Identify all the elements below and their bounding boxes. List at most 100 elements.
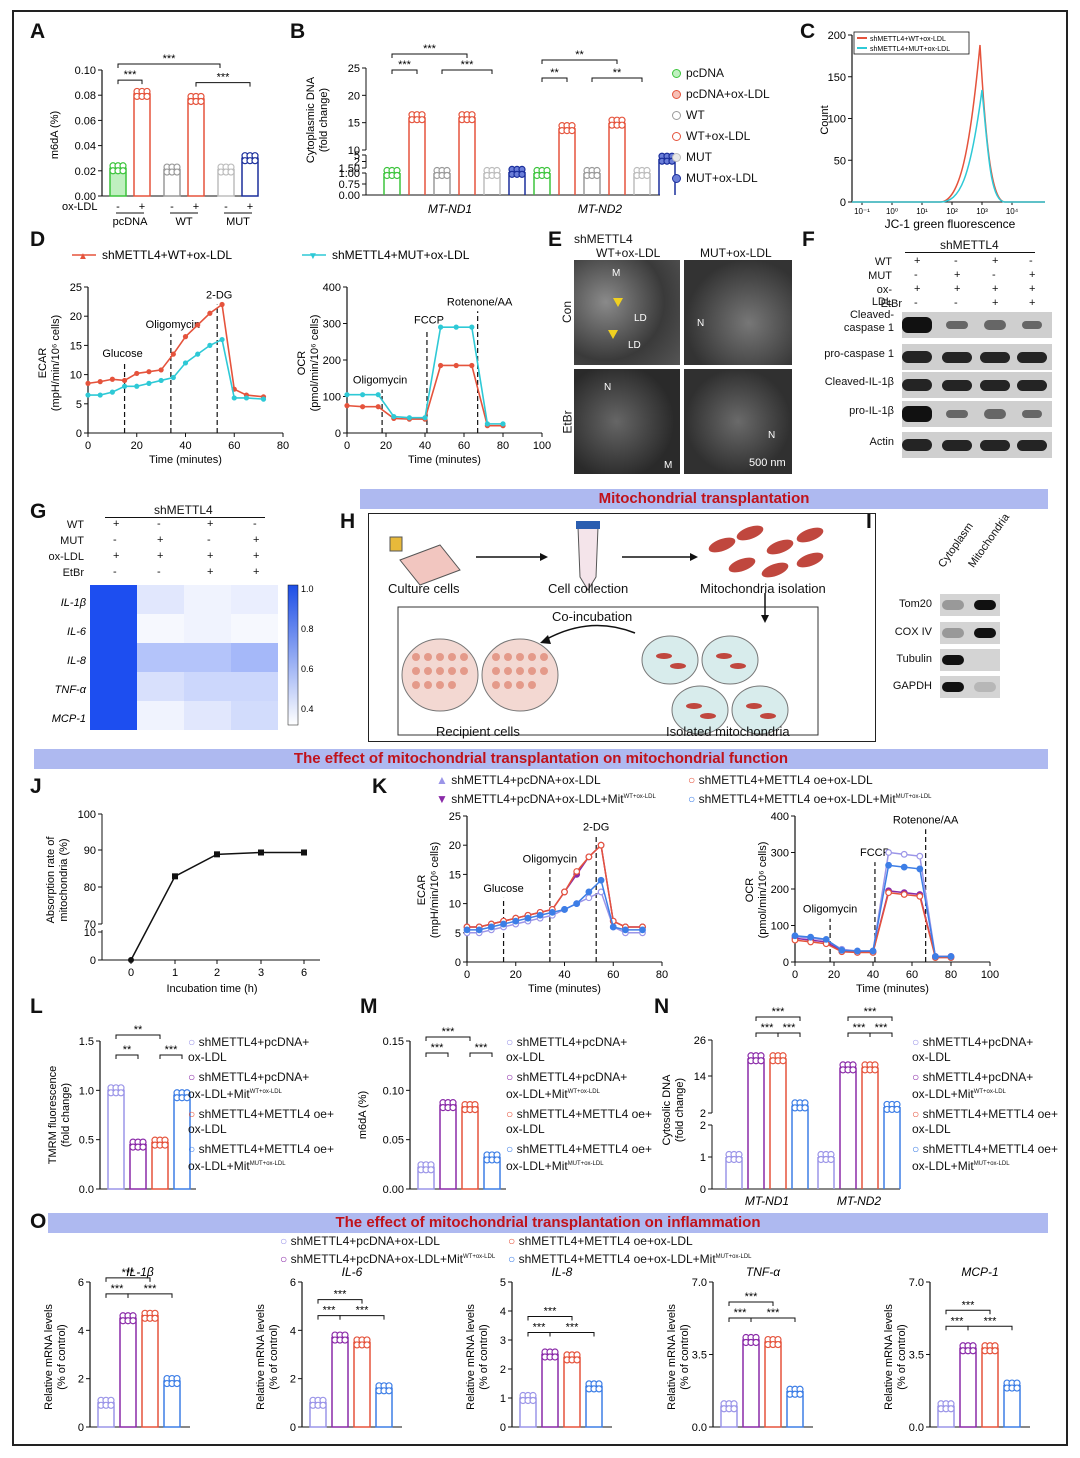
b-sig: ***	[423, 43, 437, 55]
a-point	[143, 92, 151, 101]
o-sig: ***	[734, 1307, 748, 1319]
o-y-tick-label: 4	[500, 1306, 506, 1318]
k-y-tick-label: 15	[449, 869, 461, 881]
f-sign: +	[1029, 297, 1036, 309]
d-point	[134, 383, 140, 389]
k-point	[885, 861, 893, 869]
m-sig: ***	[442, 1026, 456, 1038]
panel-label-L: L	[30, 995, 43, 1018]
c-xlabel: JC-1 green fluorescence	[885, 217, 1016, 231]
o-point	[991, 1347, 999, 1355]
dish-icon	[641, 635, 699, 685]
panel-label-O: O	[30, 1210, 47, 1233]
lmn-legend-text: shMETTL4+pcDNA+ ox-LDL	[188, 1035, 310, 1064]
k-point	[916, 892, 924, 900]
f-blot-band	[902, 351, 932, 363]
cell-icon	[540, 667, 548, 675]
panel-g-chart: IL-1β IL-6 IL-8 TNF-α MCP-1 1.0 0.8 0.6 0.4	[52, 584, 314, 730]
d-point	[406, 415, 412, 421]
o-bar	[1003, 1384, 1021, 1428]
a-sig: ***	[124, 69, 138, 81]
panel-label-F: F	[802, 228, 815, 251]
b-tick-label: 25	[348, 63, 360, 75]
lmn-legend-text: shMETTL4+pcDNA+ ox-LDL+Mit	[912, 1070, 1034, 1101]
panel-label-G: G	[30, 500, 47, 523]
lmn-legend-sup: MUT+ox-LDL	[973, 1161, 1010, 1167]
k-xlabel: Time (minutes)	[528, 983, 601, 995]
c-legend-2: shMETTL4+MUT+ox-LDL	[870, 46, 950, 53]
c-y-tick-label: 50	[834, 155, 846, 167]
k-annot-label: Oligomycin	[523, 854, 577, 866]
legend-dot-icon	[672, 111, 681, 121]
o-point	[752, 1338, 760, 1347]
panel-k-chart: 0 5 10 15 20 25 ECAR(mpH/min/10⁶ cells) 0 20 40 60…	[416, 811, 999, 995]
d-xtick-label: 0	[85, 440, 91, 452]
g-sign: -	[113, 566, 117, 578]
coincubation-label: Co-incubation	[552, 609, 633, 624]
lmn-legend-item: ○ shMETTL4+pcDNA+ ox-LDL	[188, 1035, 334, 1065]
k-point	[947, 953, 955, 960]
c-histogram-mut	[852, 89, 1045, 203]
k-xtick-label: 100	[981, 969, 999, 981]
a-point	[251, 157, 259, 165]
arrowhead-icon	[540, 553, 548, 561]
f-blot-band	[1022, 410, 1042, 418]
cell-icon	[424, 681, 432, 689]
lmn-legend-text: shMETTL4+METTL4 oe+ ox-LDL+Mit	[506, 1142, 652, 1173]
cell-icon	[460, 653, 468, 661]
o-y-tick-label: 0.0	[909, 1422, 924, 1434]
o-point	[573, 1356, 581, 1364]
lmn-legend-item: ○ shMETTL4+METTL4 oe+ ox-LDL	[912, 1107, 1058, 1137]
d-point	[109, 389, 115, 395]
triangle-down-icon: ▼	[436, 792, 448, 806]
g-sign: +	[207, 550, 214, 562]
f-row-label: EtBr	[880, 298, 902, 310]
mitochondrion-icon	[760, 713, 776, 719]
a-sig: ***	[163, 53, 177, 65]
d-xtick-label: 60	[228, 440, 240, 452]
b-ylabel: Cytoplasmic DNA(fold change)	[305, 76, 330, 163]
d-annot-label: Glucose	[102, 348, 142, 360]
g-colorbar-label: 1.0	[301, 584, 314, 594]
o-y-tick-label: 2	[500, 1364, 506, 1376]
a-sign: -	[170, 201, 174, 213]
a-sign: +	[193, 201, 199, 213]
o-sig: ***	[144, 1283, 158, 1295]
d-y-tick-label: 25	[70, 282, 82, 294]
a-sign: +	[139, 201, 145, 213]
d-point	[195, 351, 201, 357]
d-point	[170, 374, 176, 381]
d-point	[344, 403, 350, 409]
l-point	[183, 1094, 191, 1102]
o-chart-title: IL-6	[342, 1265, 363, 1279]
g-gene-label: IL-1β	[61, 597, 87, 609]
k-xtick-label: 80	[945, 969, 957, 981]
g-heat-cell	[184, 614, 231, 643]
panel-label-J: J	[30, 775, 42, 798]
g-gene-label: TNF-α	[55, 684, 87, 696]
o-point	[969, 1347, 977, 1355]
f-sign: +	[1029, 283, 1036, 295]
i-blot-band	[942, 682, 964, 692]
b-sig-bracket	[591, 77, 643, 82]
g-heat-cell	[137, 643, 184, 672]
em-label-n2: N	[604, 382, 612, 393]
f-blot-band	[1022, 321, 1042, 329]
panel-n-chart: Cytosolic DNA(fold change) 0 1 22 14 26 MT-ND1…	[661, 1006, 901, 1208]
g-heat-cell	[137, 614, 184, 643]
n-tick-label: 14	[694, 1071, 706, 1083]
band-mito-transplant: Mitochondrial transplantation	[360, 489, 1048, 509]
cell-icon	[412, 653, 420, 661]
k-point	[932, 953, 939, 960]
o-y-tick-label: 3	[500, 1335, 506, 1347]
mitochondrion-icon	[656, 653, 672, 659]
j-point	[258, 849, 264, 856]
lmn-legend-item: ○ shMETTL4+METTL4 oe+ ox-LDL+MitMUT+ox-L…	[912, 1142, 1058, 1174]
d-point	[344, 392, 350, 398]
o-bar	[353, 1341, 371, 1428]
g-heat-cell	[231, 585, 278, 614]
m-sig-bracket	[469, 1052, 493, 1057]
k-xtick-label: 20	[828, 969, 840, 981]
panel-e-row-con: Con	[560, 300, 575, 324]
a-sig: ***	[217, 72, 231, 84]
